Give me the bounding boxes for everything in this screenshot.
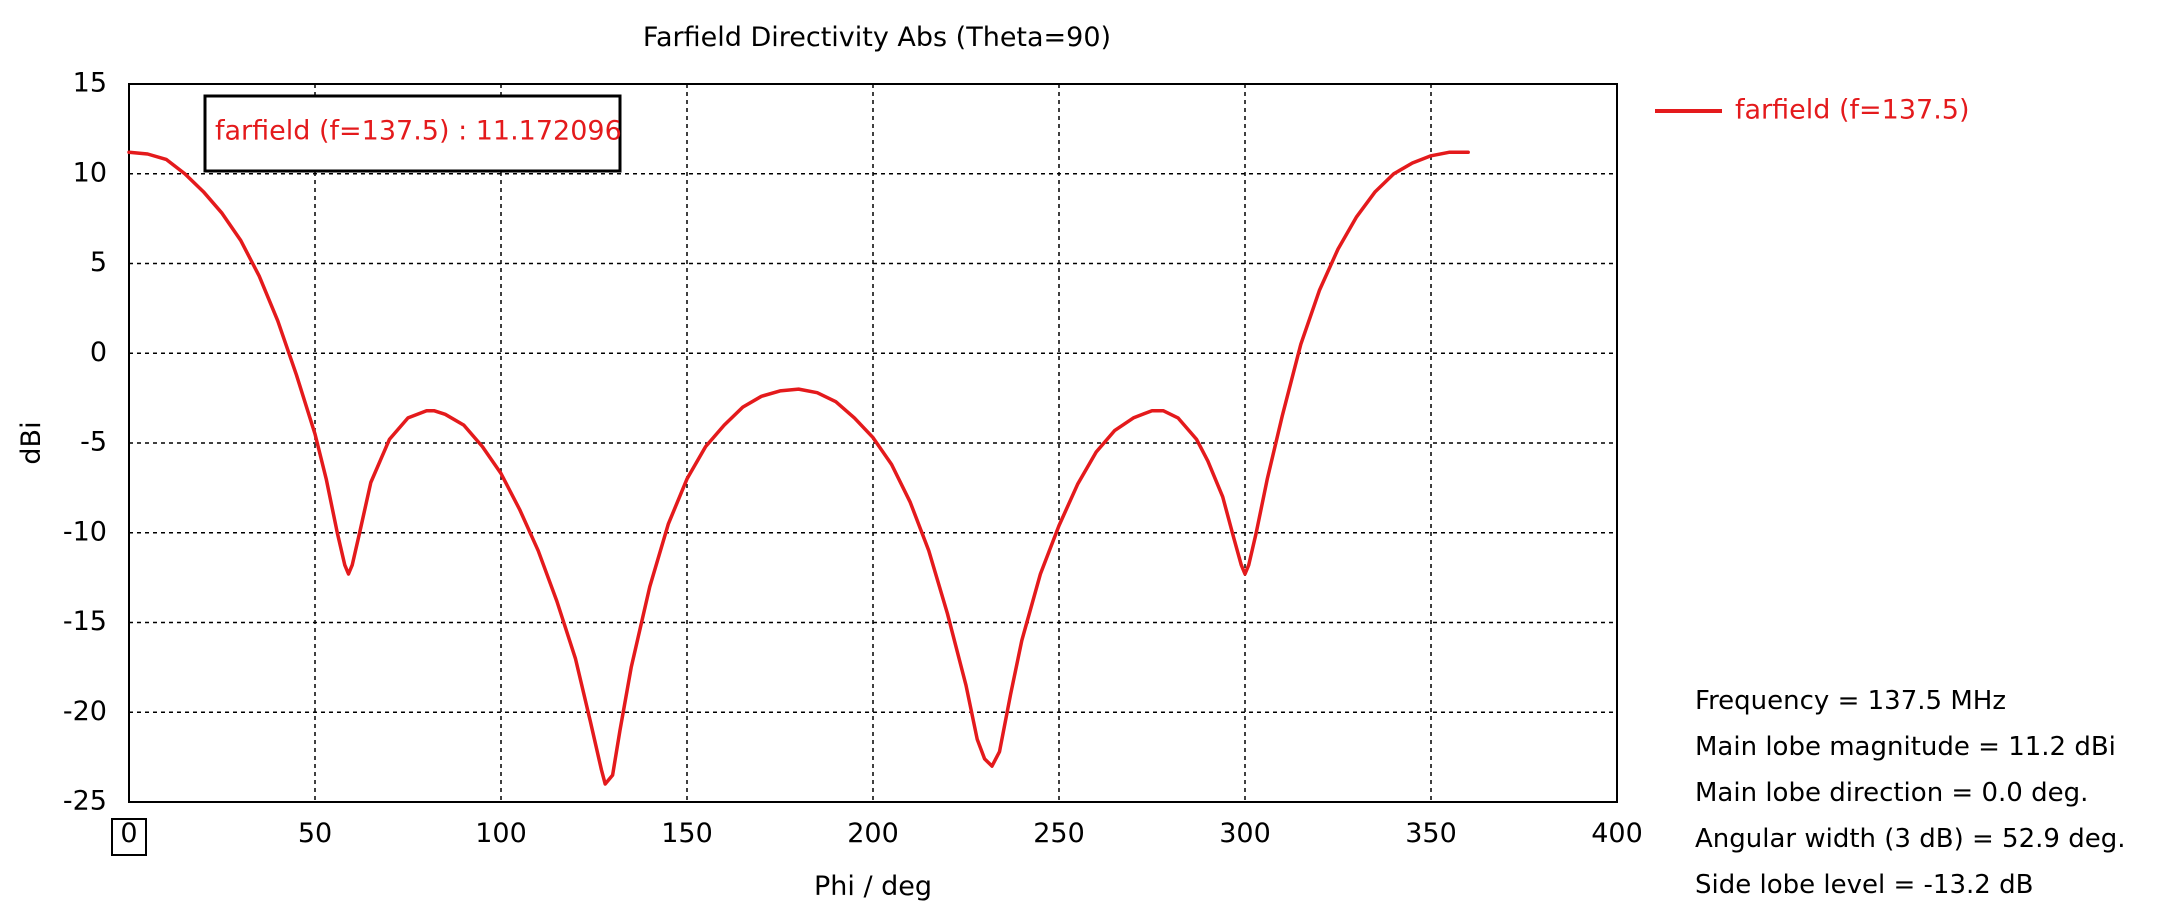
y-axis-label: dBi [16,421,47,464]
legend-label: farfield (f=137.5) [1735,95,1969,126]
info-value: -13.2 dB [1923,870,2034,900]
plot-area [128,83,1618,803]
info-value: 11.2 dBi [2008,732,2116,762]
marker-box: farfield (f=137.5) : 11.172096 [203,94,622,173]
info-value: 0.0 deg. [1981,778,2089,808]
series-line [127,150,1470,786]
tick-labels: 0 50 100 150 200 250 300 350 400151050-5-10-15-2… [63,68,1643,856]
x-tick-label: 250 [1033,818,1085,849]
info-frequency: Frequency = 137.5 MHz [1695,678,2125,724]
info-label: Main lobe magnitude = [1695,732,2009,762]
info-value: 137.5 MHz [1867,686,2006,716]
x-tick-label: 150 [661,818,713,849]
x-tick-label: 0 [120,818,137,849]
info-main-lobe-direction: Main lobe direction = 0.0 deg. [1695,770,2125,816]
info-label: Side lobe level = [1695,870,1924,900]
y-tick-label: 0 [90,337,107,368]
series-layer [127,150,1470,786]
y-tick-label: -20 [63,696,107,727]
y-tick-label: 15 [73,68,107,99]
y-tick-label: -25 [63,786,107,817]
info-main-lobe-magnitude: Main lobe magnitude = 11.2 dBi [1695,724,2125,770]
y-tick-label: 5 [90,247,107,278]
info-side-lobe-level: Side lobe level = -13.2 dB [1695,862,2125,908]
y-tick-label: -10 [63,516,107,547]
x-tick-label: 200 [847,818,899,849]
legend: farfield (f=137.5) [1655,95,1969,126]
x-start-marker-box [111,818,147,856]
y-tick-label: 10 [73,157,107,188]
x-axis-label: Phi / deg [814,871,932,902]
y-tick-label: -15 [63,606,107,637]
info-label: Angular width (3 dB) = [1695,824,2003,854]
chart-title: Farfield Directivity Abs (Theta=90) [643,22,1111,53]
x-tick-label: 300 [1219,818,1271,849]
y-tick-label: -5 [80,427,107,458]
grid-lines [129,84,1617,802]
marker-label: farfield (f=137.5) : 11.172096 [215,116,622,147]
x-tick-label: 100 [475,818,527,849]
info-label: Main lobe direction = [1695,778,1982,808]
x-tick-label: 50 [298,818,332,849]
info-label: Frequency = [1695,686,1868,716]
x-tick-label: 350 [1405,818,1457,849]
info-value: 52.9 deg. [2002,824,2126,854]
info-angular-width: Angular width (3 dB) = 52.9 deg. [1695,816,2125,862]
farfield-info-panel: Frequency = 137.5 MHz Main lobe magnitud… [1695,678,2125,908]
x-tick-label: 400 [1591,818,1643,849]
